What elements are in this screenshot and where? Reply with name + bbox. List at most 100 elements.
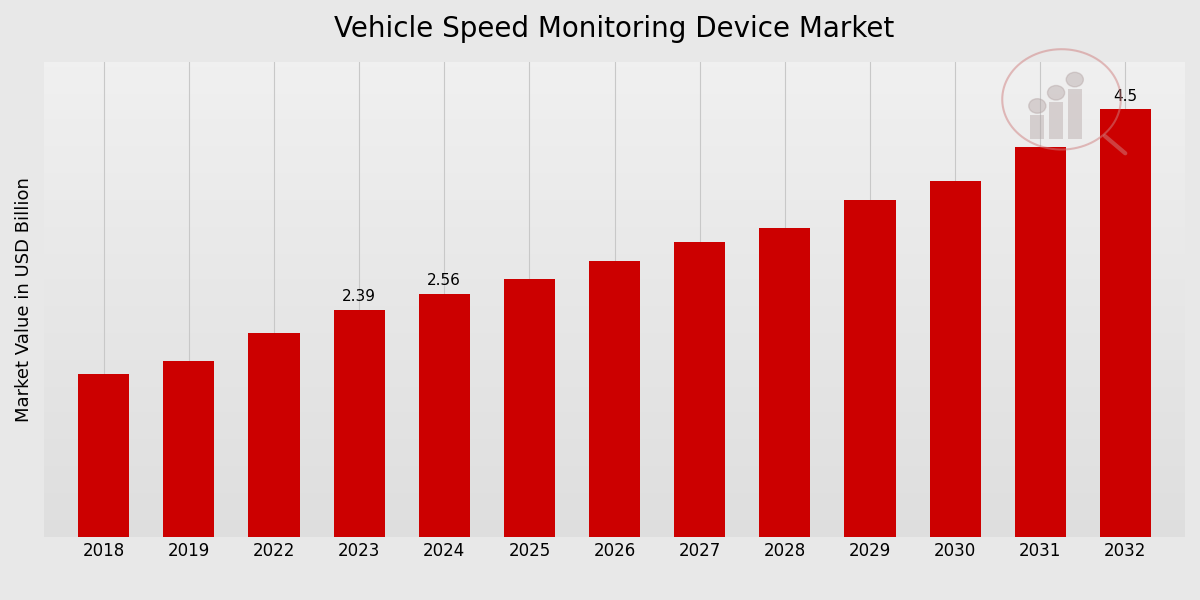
Bar (44, 403, 1186, 404)
Bar (44, 245, 1186, 247)
Bar (44, 323, 1186, 325)
Bar (44, 451, 1186, 453)
Bar (44, 363, 1186, 364)
Bar (44, 386, 1186, 388)
Bar (44, 205, 1186, 206)
Bar (44, 175, 1186, 176)
Bar (44, 512, 1186, 513)
Bar (44, 431, 1186, 433)
Circle shape (1048, 85, 1064, 100)
Bar (44, 423, 1186, 425)
Bar (44, 91, 1186, 92)
Bar (44, 222, 1186, 223)
Bar (44, 203, 1186, 205)
Bar (44, 113, 1186, 114)
Bar (44, 197, 1186, 198)
Bar (44, 101, 1186, 103)
Bar (44, 527, 1186, 529)
Bar (44, 428, 1186, 429)
Bar (44, 227, 1186, 228)
Bar (44, 84, 1186, 86)
Bar (44, 124, 1186, 125)
Bar (44, 443, 1186, 445)
Bar (44, 317, 1186, 319)
Bar (44, 165, 1186, 166)
Bar (44, 461, 1186, 463)
Bar (44, 265, 1186, 266)
Bar (44, 496, 1186, 497)
Bar (44, 128, 1186, 130)
Bar (44, 420, 1186, 421)
Bar (44, 125, 1186, 127)
Bar (44, 526, 1186, 527)
Bar (44, 241, 1186, 242)
Bar (44, 131, 1186, 133)
Bar (44, 350, 1186, 352)
Bar (44, 377, 1186, 379)
Bar (44, 412, 1186, 413)
Bar (44, 67, 1186, 68)
Bar (44, 521, 1186, 523)
Bar (44, 442, 1186, 443)
Bar (44, 385, 1186, 386)
Bar (44, 116, 1186, 118)
Bar (44, 98, 1186, 100)
Bar (44, 517, 1186, 518)
Bar (44, 133, 1186, 135)
Bar (44, 447, 1186, 448)
Bar (44, 341, 1186, 342)
Bar (44, 255, 1186, 257)
Bar (44, 416, 1186, 418)
Bar (44, 437, 1186, 439)
Bar (44, 140, 1186, 141)
Bar (44, 356, 1186, 358)
Bar (44, 254, 1186, 255)
Bar (44, 393, 1186, 394)
Bar (78, 374, 130, 537)
Bar (44, 433, 1186, 434)
Bar (44, 469, 1186, 470)
Bar (44, 352, 1186, 353)
Bar (44, 497, 1186, 499)
Bar (44, 485, 1186, 486)
Bar (44, 81, 1186, 83)
Bar (44, 292, 1186, 293)
Bar (44, 108, 1186, 109)
Bar (44, 230, 1186, 232)
Bar (44, 390, 1186, 391)
Bar (44, 71, 1186, 73)
Bar (44, 127, 1186, 128)
Bar (44, 65, 1186, 67)
Bar (44, 333, 1186, 334)
Bar (44, 74, 1186, 76)
Bar (44, 105, 1186, 106)
Bar (44, 233, 1186, 235)
Bar (44, 490, 1186, 491)
Bar (44, 263, 1186, 265)
Bar (1068, 89, 1082, 139)
Bar (44, 302, 1186, 304)
Bar (44, 289, 1186, 290)
Bar (44, 515, 1186, 517)
Bar (44, 178, 1186, 179)
Bar (44, 195, 1186, 197)
Bar (44, 299, 1186, 301)
Bar (44, 502, 1186, 503)
Bar (44, 130, 1186, 131)
Bar (44, 331, 1186, 333)
Bar (44, 493, 1186, 494)
Bar (44, 342, 1186, 344)
Bar (44, 146, 1186, 148)
Bar (44, 271, 1186, 272)
Bar (44, 232, 1186, 233)
Bar (44, 211, 1186, 212)
Bar (44, 148, 1186, 149)
Bar (44, 507, 1186, 508)
Bar (163, 361, 215, 537)
Bar (44, 78, 1186, 79)
Bar (44, 163, 1186, 165)
Bar (44, 426, 1186, 428)
Bar (44, 325, 1186, 326)
Bar (44, 68, 1186, 70)
Bar (44, 160, 1186, 162)
